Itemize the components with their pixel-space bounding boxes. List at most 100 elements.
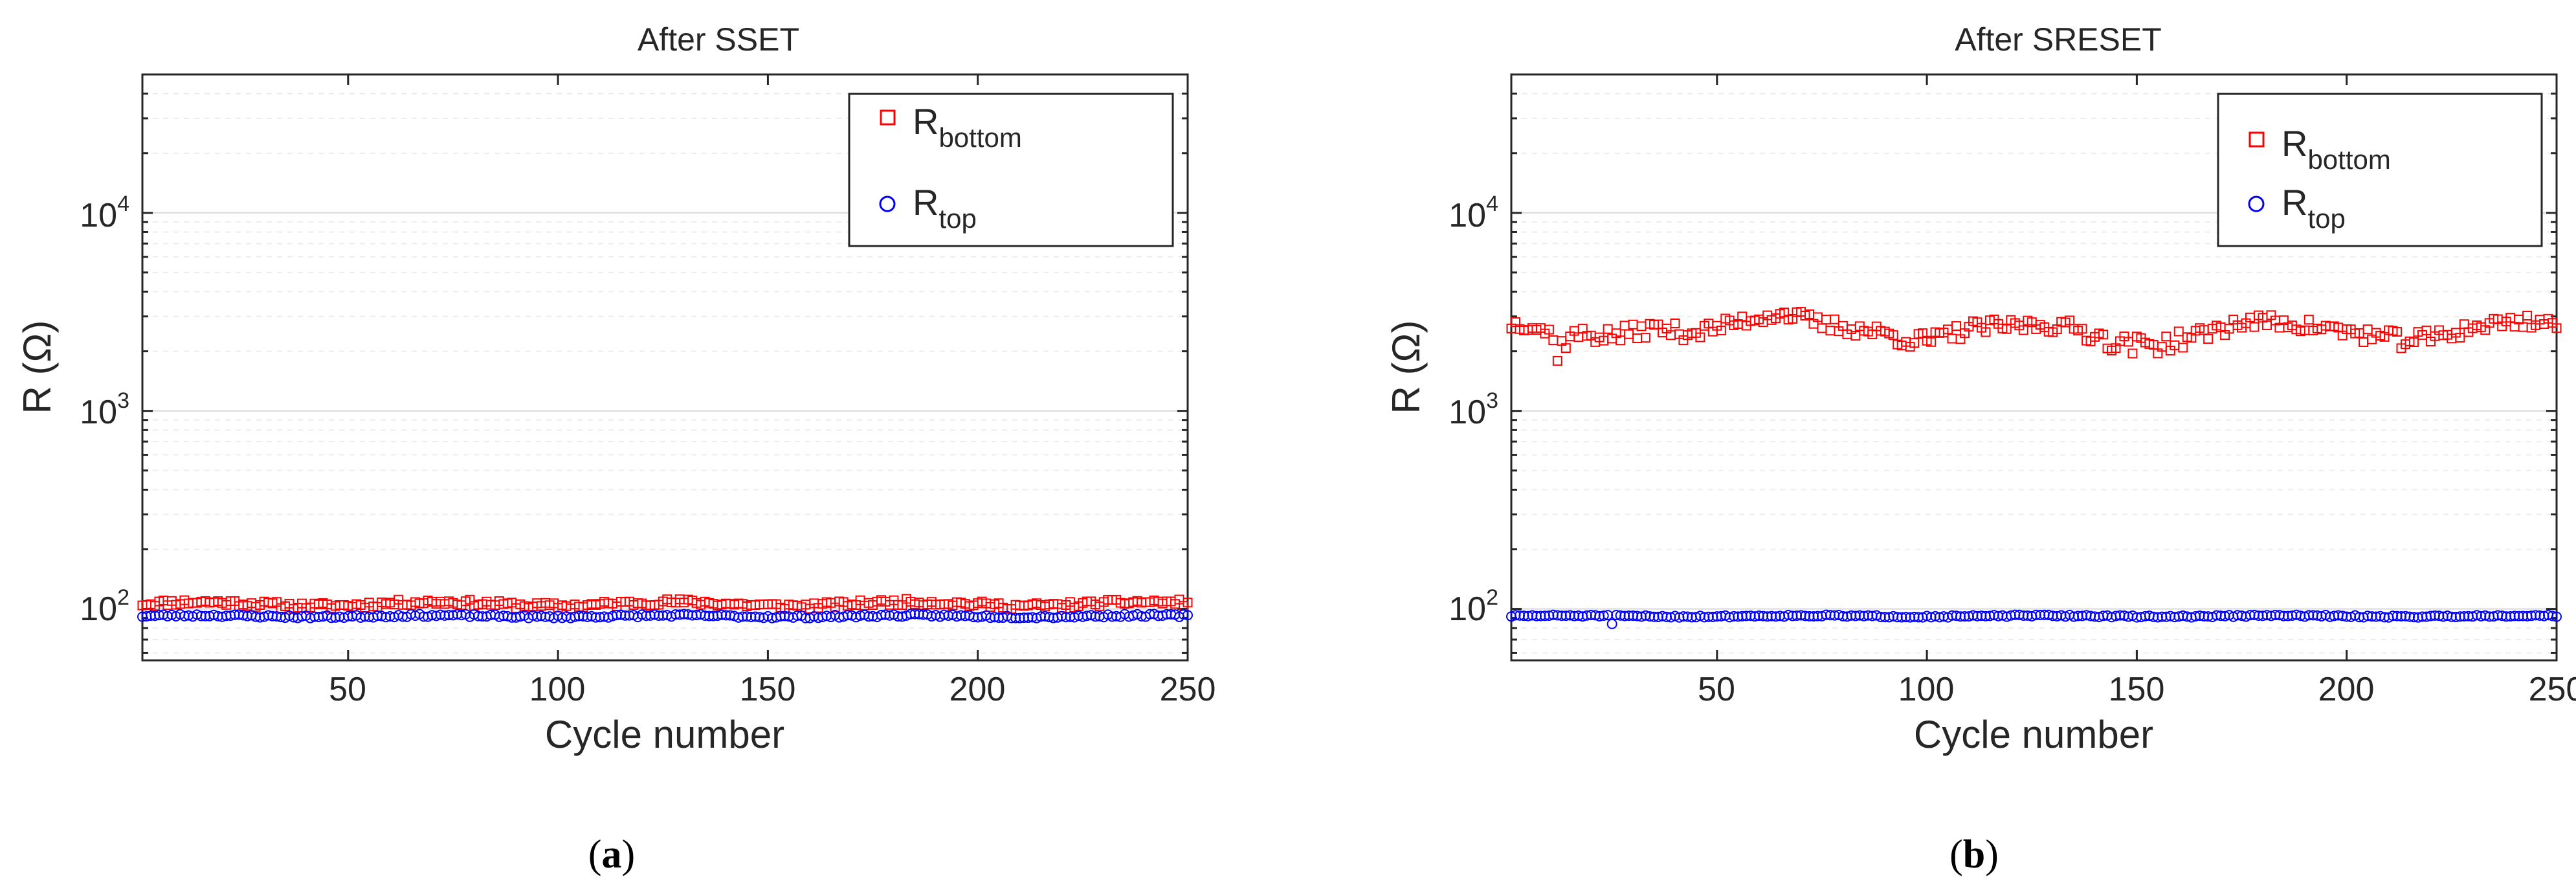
data-point-top [1762,611,1773,622]
data-point-top [1963,611,1974,622]
data-point-top [2304,610,2315,621]
data-point-top [704,610,715,622]
data-point-top [162,610,173,622]
chart-title: After SSET [638,21,799,58]
data-point-top [1581,610,1592,621]
data-point-top [905,609,916,620]
data-point-top [1703,611,1714,622]
data-point-bottom [1183,598,1193,608]
data-point-top [2434,610,2445,622]
data-point-top [1917,612,1928,623]
data-point-top [578,610,589,622]
data-point-top [204,610,215,622]
x-tick-label-150: 150 [740,671,796,708]
data-point-top [1850,610,1861,622]
data-point-top [2173,611,2184,622]
data-point-bottom [1560,343,1571,353]
x-tick-label-50: 50 [1698,671,1735,708]
x-tick-label-250: 250 [1160,671,1216,708]
data-point-bottom [2173,326,2184,337]
x-tick-label-100: 100 [1898,671,1955,708]
data-point-top [1615,610,1626,621]
data-point-top [2547,610,2558,622]
series-top [1506,609,2562,629]
data-point-bottom [2123,337,2133,347]
data-point-top [2035,610,2046,621]
data-point-top [2118,610,2129,621]
data-point-bottom [1636,321,1647,331]
data-point-bottom [2551,323,2562,333]
data-point-top [1598,610,1609,622]
data-point-top [1560,610,1571,622]
x-tick-label-200: 200 [2318,671,2375,708]
data-point-bottom [2203,334,2214,344]
data-point-top [439,610,450,621]
data-point-top [2538,610,2549,622]
data-point-top [406,609,417,620]
data-point-top [212,610,223,622]
data-point-top [1792,610,1803,621]
x-tick-label-250: 250 [2529,671,2576,708]
data-point-top [1988,610,1999,621]
data-point-top [431,610,442,622]
legend-bottom-square-marker [2248,131,2265,148]
data-point-top [435,609,446,620]
data-point-top [817,612,828,623]
data-point-top [2454,611,2465,622]
data-point-bottom [2455,333,2465,343]
x-tick-label-150: 150 [2109,671,2165,708]
legend-top-label: Rtop [2282,182,2346,234]
data-point-top [594,612,605,623]
data-point-top [2148,611,2159,622]
data-point-top [1770,611,1781,622]
data-point-bottom [1951,321,1962,331]
data-point-top [1749,611,1760,622]
chart-title: After SRESET [1955,21,2162,58]
data-point-top [1699,612,1710,623]
y-tick-label-100: 102 [80,585,129,628]
data-point-top [1808,610,1819,622]
data-point-bottom [1695,332,1705,342]
data-point-bottom [2459,319,2469,330]
data-point-top [1161,609,1172,620]
data-point-top [1875,611,1886,622]
data-point-top [938,609,949,620]
data-point-top [1766,610,1777,622]
data-point-bottom [1926,337,1937,347]
data-point-bottom [2421,325,2432,335]
data-point-top [2261,610,2272,621]
data-point-bottom [1850,331,1861,341]
data-point-bottom [1825,326,1836,336]
data-point-bottom [2408,337,2419,347]
series-bottom [137,594,1193,614]
data-point-top [2476,610,2487,622]
data-point-top [2471,610,2482,621]
data-point-top [955,610,966,621]
data-point-bottom [1632,333,1643,344]
data-point-top [1522,610,1533,622]
data-point-top [1603,610,1614,621]
data-point-top [1178,609,1189,620]
y-tick-label-1000: 103 [80,388,129,431]
y-tick-label-1000: 103 [1449,388,1498,431]
data-point-top [1691,612,1702,623]
data-point-top [1758,610,1769,622]
data-point-top [1535,610,1546,622]
data-point-top [1060,612,1071,623]
data-point-top [330,612,341,623]
data-point-top [947,609,958,620]
data-point-top [527,610,539,621]
data-point-top [880,609,891,620]
x-tick-label-100: 100 [529,671,586,708]
data-point-bottom [1981,327,1991,337]
data-point-top [1976,610,1987,622]
legend-bottom-label: Rbottom [2282,123,2391,175]
data-point-top [2446,611,2457,622]
data-point-top [913,609,924,620]
data-point-bottom [1716,325,1726,335]
panel-a: After SSET 102 103 104 50 100 150 200 25… [16,21,1216,877]
data-point-bottom [1552,355,1562,366]
legend-bottom-label: Rbottom [913,101,1022,153]
data-point-top [1896,612,1907,623]
